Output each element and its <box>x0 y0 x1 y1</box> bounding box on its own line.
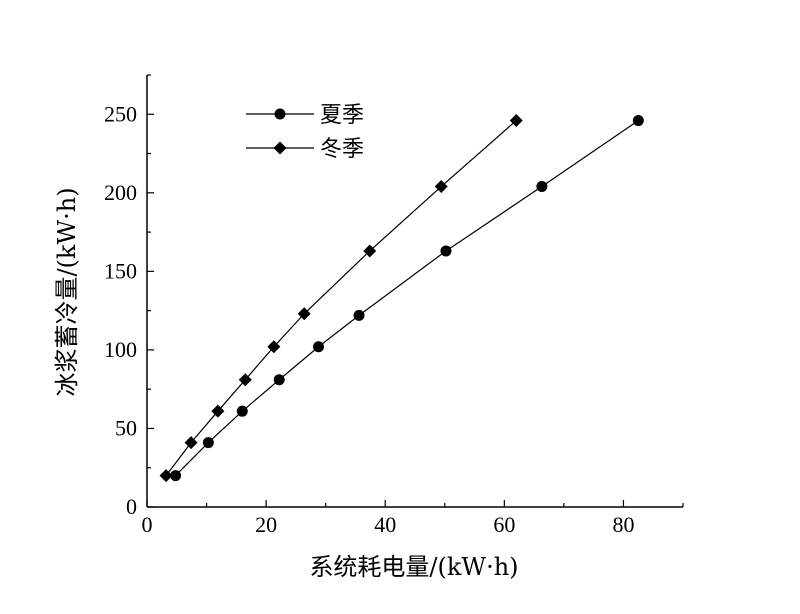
y-tick-label: 0 <box>126 494 137 519</box>
legend-item: 夏季 <box>246 103 364 128</box>
x-tick-label: 60 <box>493 512 515 537</box>
series-layer <box>159 114 644 483</box>
y-axis-ticks: 0 50 100 150 200 250 <box>104 74 154 519</box>
data-point <box>434 180 448 194</box>
data-point <box>313 341 325 353</box>
legend-item: 冬季 <box>246 137 364 162</box>
data-point <box>632 115 644 127</box>
legend-marker <box>273 141 287 155</box>
data-point <box>363 244 377 258</box>
x-tick-label: 40 <box>374 512 396 537</box>
data-point <box>536 181 548 193</box>
data-point <box>211 404 225 418</box>
x-tick-label: 20 <box>255 512 277 537</box>
legend-label: 夏季 <box>320 103 364 128</box>
data-point <box>509 114 523 128</box>
series-line <box>165 120 517 476</box>
data-point <box>297 307 311 321</box>
x-tick-label: 80 <box>612 512 634 537</box>
y-axis-title: 冰浆蓄冷量/(kW·h) <box>53 187 81 396</box>
data-point <box>202 437 214 449</box>
data-point <box>184 436 198 450</box>
data-point <box>238 373 252 387</box>
data-point <box>159 469 173 483</box>
y-tick-label: 250 <box>104 101 137 126</box>
series-1 <box>170 115 644 482</box>
data-point <box>236 405 248 417</box>
data-point <box>170 470 182 482</box>
legend-marker <box>274 108 286 120</box>
y-tick-label: 50 <box>115 415 137 440</box>
data-point <box>273 374 285 386</box>
data-point <box>267 340 281 354</box>
x-axis-ticks: 0 20 40 60 80 <box>142 500 684 537</box>
y-tick-label: 100 <box>104 337 137 362</box>
plot-axes <box>146 75 683 508</box>
x-tick-label: 0 <box>142 512 153 537</box>
series-line <box>175 120 639 477</box>
data-point <box>440 245 452 257</box>
y-tick-label: 200 <box>104 180 137 205</box>
y-tick-label: 150 <box>104 258 137 283</box>
series-2 <box>159 114 523 483</box>
data-point <box>353 309 365 321</box>
legend-label: 冬季 <box>320 137 364 162</box>
x-axis-title: 系统耗电量/(kW·h) <box>309 553 518 581</box>
